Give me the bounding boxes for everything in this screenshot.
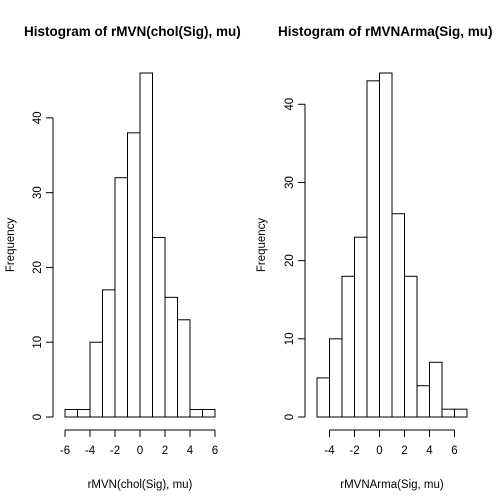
y-tick-label-left: 30 <box>32 186 44 199</box>
y-tick-label-left: 40 <box>32 111 44 124</box>
x-axis-label-right: rMVNArma(Sig, mu) <box>340 479 444 491</box>
y-tick-label-left: 0 <box>32 414 44 420</box>
x-tick-label-left: 2 <box>162 445 168 457</box>
histogram-panel-left: Histogram of rMVN(chol(Sig), mu) rMVN(ch… <box>5 24 241 491</box>
histogram-bar-right <box>391 213 405 418</box>
histogram-bar-right <box>354 236 368 418</box>
y-tick-label-left: 10 <box>32 336 44 349</box>
x-tick-label-right: -2 <box>349 445 359 457</box>
histogram-bar-left <box>164 296 178 418</box>
histogram-panel-right: Histogram of rMVNArma(Sig, mu) rMVNArma(… <box>256 24 493 491</box>
x-tick-label-right: -4 <box>324 445 335 457</box>
x-tick-label-left: -2 <box>110 445 120 457</box>
histogram-bar-right <box>404 275 418 418</box>
histogram-bar-right <box>379 72 393 418</box>
histogram-bar-left <box>102 289 116 418</box>
histogram-bar-left <box>89 341 103 418</box>
y-tick-label-right: 40 <box>284 98 296 111</box>
y-tick-label-right: 10 <box>284 332 296 345</box>
histogram-bar-left <box>139 72 153 418</box>
chart-title-left: Histogram of rMVN(chol(Sig), mu) <box>24 24 241 39</box>
x-axis-label-left: rMVN(chol(Sig), mu) <box>88 479 193 491</box>
x-tick-label-right: 2 <box>401 445 407 457</box>
y-tick-label-right: 30 <box>284 176 296 189</box>
histogram-bar-right <box>416 385 430 418</box>
x-tick-label-right: 0 <box>376 445 382 457</box>
histogram-bar-right <box>316 377 330 418</box>
x-tick-label-right: 6 <box>451 445 457 457</box>
histogram-bar-right <box>329 338 343 418</box>
x-tick-label-left: 4 <box>187 445 194 457</box>
x-tick-label-left: -6 <box>60 445 70 457</box>
y-tick-label-right: 0 <box>284 414 296 420</box>
histogram-bar-left <box>202 409 216 418</box>
histogram-bar-right <box>366 80 380 418</box>
histogram-bar-right <box>429 361 443 418</box>
y-axis-label-left: Frequency <box>5 218 17 273</box>
x-tick-label-right: 4 <box>426 445 433 457</box>
chart-title-right: Histogram of rMVNArma(Sig, mu) <box>278 24 493 39</box>
x-tick-label-left: 0 <box>137 445 143 457</box>
y-axis-label-right: Frequency <box>256 218 268 273</box>
x-tick-label-left: 6 <box>212 445 218 457</box>
histogram-bar-left <box>189 409 203 418</box>
histogram-bar-right <box>341 275 355 418</box>
histogram-bar-left <box>127 132 141 418</box>
y-tick-label-left: 20 <box>32 261 44 274</box>
histogram-bar-left <box>152 237 166 418</box>
histogram-bar-left <box>64 409 78 418</box>
histogram-bar-left <box>114 177 128 418</box>
histogram-bar-right <box>441 408 455 418</box>
x-tick-label-left: -4 <box>85 445 96 457</box>
histogram-bar-left <box>177 319 191 418</box>
histogram-bar-left <box>77 409 91 418</box>
y-tick-label-right: 20 <box>284 254 296 267</box>
histogram-bar-right <box>454 408 468 418</box>
